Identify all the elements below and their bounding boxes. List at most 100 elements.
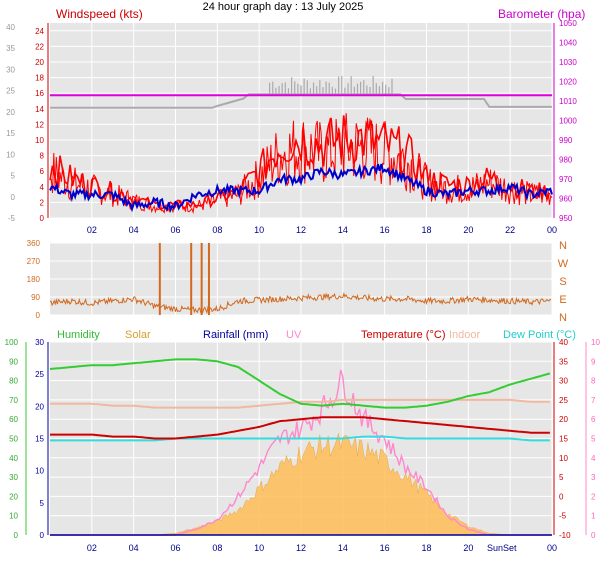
windspeed-tick: 14 xyxy=(35,105,44,114)
barometer-tick: 980 xyxy=(559,156,573,165)
windspeed-axis-title: Windspeed (kts) xyxy=(56,7,143,21)
x-tick-label: 08 xyxy=(212,225,222,235)
x-tick-label: 10 xyxy=(254,225,264,235)
uv-tick: 2 xyxy=(591,492,596,501)
uv-tick: 6 xyxy=(591,415,596,424)
x-tick-label: 18 xyxy=(421,543,431,553)
rainfall-tick: 25 xyxy=(35,370,44,379)
x-tick-label: 04 xyxy=(129,543,139,553)
windspeed-tick: 6 xyxy=(40,167,45,176)
legend-dew-point: Dew Point (°C) xyxy=(503,329,576,341)
wind-direction-line xyxy=(49,292,552,315)
windspeed-tick: 24 xyxy=(35,27,44,36)
barometer-axis-title: Barometer (hpa) xyxy=(498,7,585,21)
windspeed-tick: 4 xyxy=(40,183,45,192)
windspeed-outer-ticks: 40 35 30 25 20 15 10 5 0 -5 xyxy=(6,23,15,223)
mid-grid xyxy=(50,242,553,316)
temperature-tick: -10 xyxy=(559,531,571,540)
bottom-series xyxy=(49,358,552,536)
x-tick-label: 22 xyxy=(505,225,515,235)
windspeed-tick: 10 xyxy=(35,136,44,145)
rainfall-tick: 5 xyxy=(40,499,45,508)
windspeed-tick: 22 xyxy=(35,42,44,51)
average-wind-line xyxy=(49,163,553,213)
x-tick-label: 14 xyxy=(338,543,348,553)
outer-tick: -5 xyxy=(8,214,16,223)
temperature-tick: 15 xyxy=(559,435,568,444)
outer-tick: 35 xyxy=(6,44,15,53)
barometer-tick: 1020 xyxy=(559,78,577,87)
rainfall-tick: 10 xyxy=(35,467,44,476)
outer-tick: 0 xyxy=(11,193,16,202)
humidity-tick: 10 xyxy=(9,512,18,521)
humidity-tick: 90 xyxy=(9,357,18,366)
temperature-line xyxy=(50,416,550,440)
legend-temperature: Temperature (°C) xyxy=(361,329,445,341)
wind-direction-series xyxy=(49,243,552,315)
legend-indoor: Indoor xyxy=(449,329,481,341)
x-tick-label: 20 xyxy=(463,543,473,553)
outer-tick: 10 xyxy=(6,150,15,159)
legend-solar: Solar xyxy=(125,329,151,341)
humidity-line xyxy=(49,358,551,409)
windspeed-tick: 0 xyxy=(40,214,45,223)
compass-tick: N xyxy=(559,312,567,324)
uv-tick: 9 xyxy=(591,357,596,366)
x-tick-label: 12 xyxy=(296,543,306,553)
temperature-tick: 5 xyxy=(559,473,564,482)
x-tick-label: 02 xyxy=(87,543,97,553)
outer-tick: 5 xyxy=(11,172,16,181)
windspeed-tick: 16 xyxy=(35,89,44,98)
wind-direction-ticks: 360 270 180 90 0 xyxy=(27,239,41,320)
gust-line xyxy=(49,113,553,215)
sunrise-label: Sun xyxy=(487,543,503,553)
top-x-ticks: 02 04 06 08 10 12 14 16 18 20 22 00 xyxy=(87,225,557,235)
uv-tick: 1 xyxy=(591,512,596,521)
direction-tick: 90 xyxy=(31,293,40,302)
x-tick-label: 20 xyxy=(463,225,473,235)
legend-humidity: Humidity xyxy=(57,329,100,341)
rainfall-tick: 20 xyxy=(35,402,44,411)
windspeed-tick: 2 xyxy=(40,198,45,207)
dew-point-line xyxy=(50,435,550,442)
barometer-tick: 970 xyxy=(559,175,573,184)
outer-tick: 15 xyxy=(6,129,15,138)
rainfall-tick: 15 xyxy=(35,435,44,444)
top-series xyxy=(49,75,553,215)
x-tick-label: 16 xyxy=(380,225,390,235)
indoor-temperature-line xyxy=(50,398,550,409)
temperature-tick: 10 xyxy=(559,454,568,463)
compass-tick: W xyxy=(558,258,569,270)
windspeed-tick: 12 xyxy=(35,120,44,129)
page-title: 24 hour graph day : 13 July 2025 xyxy=(203,1,364,13)
rainfall-tick: 30 xyxy=(35,338,44,347)
barometer-tick: 1000 xyxy=(559,117,577,126)
uv-tick: 3 xyxy=(591,473,596,482)
x-tick-label: 06 xyxy=(170,225,180,235)
outer-tick: 40 xyxy=(6,23,15,32)
compass-tick: E xyxy=(559,294,566,306)
direction-tick: 180 xyxy=(27,275,41,284)
humidity-tick: 60 xyxy=(9,415,18,424)
temperature-tick: 35 xyxy=(559,357,568,366)
uv-tick: 5 xyxy=(591,435,596,444)
windspeed-tick: 20 xyxy=(35,58,44,67)
barometer-tick: 1050 xyxy=(559,19,577,28)
uv-tick: 4 xyxy=(591,454,596,463)
temperature-tick: 30 xyxy=(559,377,568,386)
barometer-ticks: 1050 1040 1030 1020 1010 1000 990 980 970 960 950 xyxy=(559,19,577,223)
compass-tick: N xyxy=(559,240,567,252)
barometer-tick: 1010 xyxy=(559,97,577,106)
top-grid xyxy=(50,23,553,219)
temperature-tick: 0 xyxy=(559,492,564,501)
bottom-x-ticks: 02 04 06 08 10 12 14 16 18 20 00 xyxy=(87,543,557,553)
x-tick-label: 16 xyxy=(380,543,390,553)
x-tick-label: 08 xyxy=(212,543,222,553)
x-tick-label: 14 xyxy=(338,225,348,235)
humidity-tick: 100 xyxy=(5,338,19,347)
barometer-tick: 1030 xyxy=(559,58,577,67)
sunset-label: Set xyxy=(503,543,517,553)
x-tick-label: 12 xyxy=(296,225,306,235)
